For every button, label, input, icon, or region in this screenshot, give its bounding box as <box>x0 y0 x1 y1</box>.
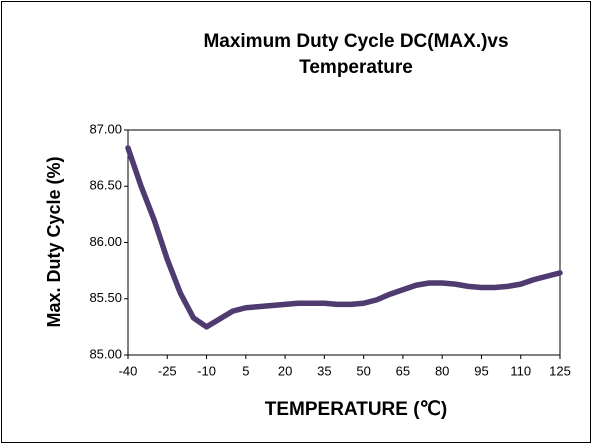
x-tick-label: 5 <box>242 363 249 378</box>
x-tick-label: 125 <box>549 363 571 378</box>
data-line <box>125 145 563 330</box>
x-tick-label: 95 <box>474 363 488 378</box>
x-tick-label: 35 <box>317 363 331 378</box>
chart-title: Temperature <box>299 57 413 78</box>
x-tick-label: 65 <box>396 363 410 378</box>
y-tick-label: 85.50 <box>89 290 122 305</box>
y-tick-label: 85.00 <box>89 346 122 361</box>
chart-title: Maximum Duty Cycle DC(MAX.)vs <box>203 31 508 52</box>
x-tick-label: 110 <box>510 363 531 378</box>
x-tick-label: -40 <box>119 363 138 378</box>
x-tick-label: 20 <box>278 363 292 378</box>
y-tick-label: 86.50 <box>89 178 122 193</box>
x-tick-label: -25 <box>158 363 177 378</box>
x-tick-label: 50 <box>356 363 370 378</box>
y-tick-label: 87.00 <box>89 121 122 136</box>
y-tick-label: 86.00 <box>89 234 122 249</box>
y-axis-label: Max. Duty Cycle (%) <box>44 156 64 327</box>
x-tick-label: 80 <box>435 363 449 378</box>
x-axis-label: TEMPERATURE (℃) <box>265 399 447 420</box>
x-tick-label: -10 <box>197 363 216 378</box>
